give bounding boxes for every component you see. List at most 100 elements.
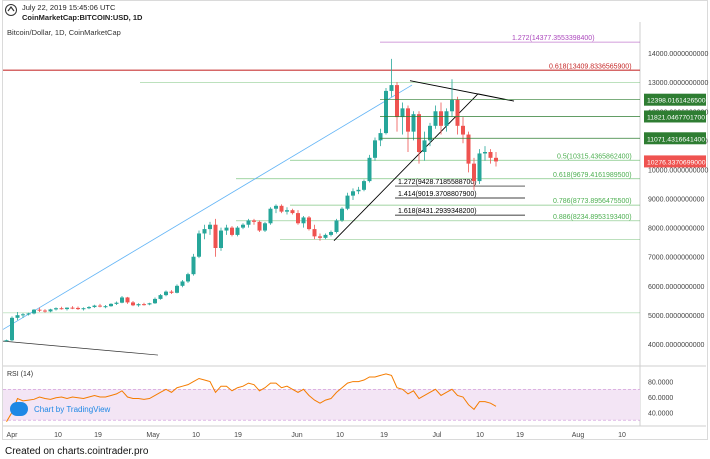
x-tick-label: Jun bbox=[291, 432, 302, 439]
candle-body bbox=[307, 217, 311, 230]
candle-body bbox=[488, 152, 493, 158]
candle-body bbox=[87, 307, 91, 309]
y-tick-label: 4000.0000000000 bbox=[648, 342, 705, 349]
candle-body bbox=[147, 303, 152, 305]
candle-body bbox=[202, 229, 207, 234]
tradingview-cloud-icon bbox=[10, 402, 28, 416]
candle-body bbox=[131, 302, 135, 306]
rsi-label: RSI (14) bbox=[7, 371, 33, 378]
candle-body bbox=[120, 297, 124, 303]
candle-body bbox=[351, 191, 355, 196]
candle-body bbox=[15, 315, 20, 318]
candle-body bbox=[455, 99, 460, 126]
candle-body bbox=[301, 217, 306, 224]
y-tick-label: 7000.0000000000 bbox=[648, 255, 705, 262]
candle-body bbox=[65, 307, 69, 310]
y-tick-label: 5000.0000000000 bbox=[648, 313, 705, 320]
fib-level-label: 1.272(14377.3553398400) bbox=[512, 35, 595, 42]
candle-body bbox=[26, 313, 31, 315]
candle-body bbox=[224, 227, 229, 231]
candle-body bbox=[395, 85, 399, 118]
fib-level-label: 1.618(8431.2939348200) bbox=[398, 208, 477, 215]
fib-level-label: 1.414(9019.3708807900) bbox=[398, 191, 477, 198]
footer-credit: Created on charts.cointrader.pro bbox=[5, 446, 149, 457]
candle-body bbox=[428, 125, 432, 141]
candle-body bbox=[54, 308, 58, 310]
candle-body bbox=[274, 205, 278, 209]
candle-body bbox=[389, 85, 394, 91]
tradingview-badge-label: Chart by TradingView bbox=[34, 404, 111, 414]
fib-level-label: 0.618(9679.4161989500) bbox=[553, 172, 632, 179]
candle-body bbox=[213, 224, 218, 248]
candle-body bbox=[285, 210, 289, 212]
y-tick-label: 8000.0000000000 bbox=[648, 226, 705, 233]
x-tick-label: 10 bbox=[476, 432, 484, 439]
candle-body bbox=[312, 229, 317, 237]
candle-body bbox=[411, 114, 416, 132]
candle-body bbox=[241, 224, 245, 228]
trendline-lower bbox=[2, 340, 159, 356]
price-chart[interactable]: 4000.0000000000 5000.0000000000 6000.00000… bbox=[0, 0, 710, 440]
candle-body bbox=[32, 309, 36, 314]
candle-body bbox=[406, 108, 410, 132]
candle-body bbox=[191, 256, 196, 275]
candle-body bbox=[164, 291, 168, 296]
rsi-line bbox=[6, 373, 497, 422]
candle-body bbox=[109, 303, 113, 307]
trendline-support bbox=[2, 84, 413, 330]
candle-body bbox=[76, 307, 80, 310]
rsi-band bbox=[3, 389, 640, 421]
candle-body bbox=[197, 233, 201, 257]
level-badge-bg bbox=[644, 110, 706, 123]
timestamp: July 22, 2019 15:45:06 UTC bbox=[22, 3, 116, 12]
fib-level-label: 0.5(10315.4365862400) bbox=[557, 153, 632, 160]
candle-body bbox=[230, 227, 234, 235]
rsi-y-tick-label: 80.0000 bbox=[648, 380, 673, 387]
rsi-y-tick-label: 60.0000 bbox=[648, 395, 673, 402]
level-badge: 11071.4316641400 bbox=[647, 136, 705, 143]
candle-body bbox=[417, 114, 421, 152]
candle-body bbox=[290, 210, 295, 214]
candle-body bbox=[444, 111, 449, 126]
tradingview-badge[interactable]: Chart by TradingView bbox=[10, 401, 110, 417]
candle-body bbox=[208, 224, 212, 230]
candle-body bbox=[318, 236, 322, 238]
candle-body bbox=[329, 232, 333, 235]
candle-body bbox=[4, 340, 9, 342]
candle-body bbox=[400, 108, 405, 118]
candle-body bbox=[263, 223, 267, 231]
triangle-pattern bbox=[333, 80, 515, 242]
candle-body bbox=[257, 221, 262, 231]
candle-body bbox=[70, 307, 75, 309]
candle-body bbox=[252, 220, 256, 222]
fib-level-label: 0.886(8234.8953193400) bbox=[553, 214, 632, 221]
candle-body bbox=[186, 274, 190, 282]
fib-level-label: 0.618(13409.8336565900) bbox=[549, 63, 632, 70]
level-badge-bg bbox=[644, 93, 706, 106]
y-tick-label: 6000.0000000000 bbox=[648, 284, 705, 291]
candle-body bbox=[334, 220, 339, 232]
x-tick-label: 19 bbox=[380, 432, 388, 439]
candle-body bbox=[367, 157, 372, 182]
candle-body bbox=[43, 310, 47, 312]
candle-body bbox=[323, 234, 328, 238]
candle-body bbox=[125, 297, 130, 303]
candle-body bbox=[345, 195, 350, 209]
candle-body bbox=[433, 111, 438, 126]
x-tick-label: 19 bbox=[94, 432, 102, 439]
candle-body bbox=[153, 298, 157, 304]
candle-body bbox=[59, 308, 64, 310]
y-tick-label: 9000.0000000000 bbox=[648, 197, 705, 204]
rsi-y-tick-label: 40.0000 bbox=[648, 410, 673, 417]
x-tick-label: 10 bbox=[192, 432, 200, 439]
candle-body bbox=[169, 291, 174, 293]
candle-body bbox=[81, 308, 86, 310]
symbol-header: CoinMarketCap:BITCOIN:USD, 1D bbox=[22, 13, 143, 22]
x-tick-label: Jul bbox=[433, 432, 442, 439]
candle-body bbox=[219, 230, 223, 248]
cointrader-logo-icon bbox=[5, 4, 17, 16]
chart-title: Bitcoin/Dollar, 1D, CoinMarketCap bbox=[7, 28, 121, 37]
candle-body bbox=[450, 99, 454, 112]
candle-body bbox=[268, 208, 273, 224]
candle-body bbox=[136, 304, 141, 306]
